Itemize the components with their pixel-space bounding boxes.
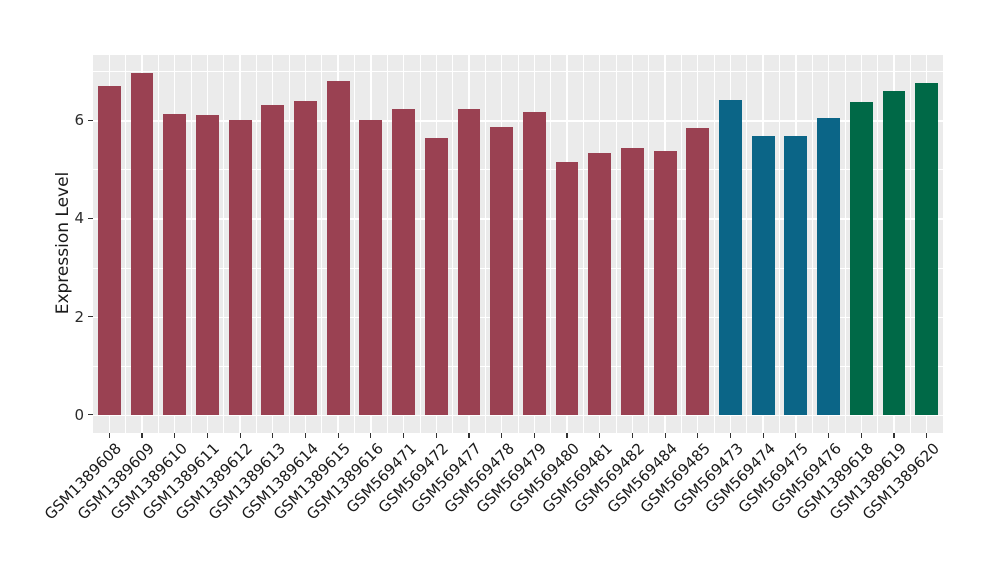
- minor-gridline-x: [321, 55, 323, 433]
- bar-GSM569485: [686, 128, 710, 415]
- y-tick-label: 4: [74, 209, 84, 228]
- x-tick-mark: [174, 433, 176, 438]
- x-tick-mark: [468, 433, 470, 438]
- x-tick-mark: [860, 433, 862, 438]
- bar-GSM569482: [620, 148, 644, 415]
- bar-GSM569477: [457, 109, 481, 415]
- bar-GSM569479: [522, 112, 546, 415]
- x-tick-mark: [827, 433, 830, 438]
- x-tick-mark: [599, 433, 601, 438]
- bar-GSM569476: [817, 118, 840, 415]
- x-tick-mark: [239, 433, 241, 438]
- x-tick-mark: [926, 433, 928, 438]
- minor-gridline-x: [648, 55, 650, 433]
- y-tick-mark: [88, 119, 93, 121]
- minor-gridline-x: [681, 55, 682, 433]
- bar-GSM1389612: [228, 120, 252, 415]
- bar-GSM1389608: [97, 86, 121, 415]
- y-tick-mark: [88, 217, 93, 220]
- minor-gridline-x: [288, 55, 290, 433]
- bar-GSM569473: [719, 99, 742, 415]
- minor-gridline-x: [190, 55, 192, 433]
- bar-GSM1389610: [163, 114, 187, 415]
- minor-gridline-x: [125, 55, 127, 433]
- x-tick-mark: [664, 433, 666, 438]
- x-tick-mark: [370, 433, 372, 438]
- bar-GSM569471: [392, 108, 415, 415]
- bar-GSM1389609: [130, 73, 154, 415]
- x-tick-mark: [893, 433, 895, 438]
- y-tick-label: 0: [74, 405, 84, 424]
- minor-gridline-x: [844, 55, 846, 433]
- x-tick-mark: [795, 433, 797, 438]
- minor-gridline-x: [223, 55, 225, 433]
- bar-GSM569481: [588, 153, 612, 415]
- x-tick-mark: [501, 433, 503, 438]
- x-tick-mark: [206, 433, 208, 438]
- y-tick-mark: [88, 316, 93, 318]
- x-tick-mark: [272, 433, 274, 438]
- y-tick-label: 2: [74, 307, 84, 326]
- bar-GSM1389614: [294, 100, 317, 415]
- bar-GSM1389620: [915, 83, 939, 415]
- x-tick-mark: [533, 433, 535, 438]
- bar-GSM1389618: [849, 102, 873, 415]
- bar-GSM569480: [555, 162, 579, 415]
- minor-gridline-x: [419, 55, 421, 433]
- bar-GSM569484: [653, 150, 677, 415]
- x-tick-mark: [566, 433, 568, 438]
- minor-gridline-x: [354, 55, 355, 433]
- bar-GSM1389615: [326, 80, 350, 415]
- bar-GSM569478: [490, 126, 514, 415]
- bar-GSM1389611: [195, 115, 219, 415]
- x-tick-mark: [337, 433, 339, 438]
- minor-gridline-x: [746, 55, 748, 433]
- minor-gridline-x: [811, 55, 813, 433]
- minor-gridline-x: [158, 55, 159, 433]
- minor-gridline-x: [779, 55, 780, 433]
- x-tick-mark: [435, 433, 437, 438]
- bar-GSM1389619: [882, 91, 906, 415]
- minor-gridline-x: [517, 55, 519, 433]
- minor-gridline-x: [484, 55, 486, 433]
- minor-gridline-x: [615, 55, 617, 433]
- minor-gridline-x: [583, 55, 584, 433]
- x-tick-mark: [762, 433, 764, 438]
- minor-gridline-x: [386, 55, 388, 433]
- minor-gridline-x: [452, 55, 453, 433]
- x-tick-mark: [729, 433, 732, 438]
- bar-GSM569474: [751, 135, 775, 415]
- minor-gridline-x: [256, 55, 257, 433]
- y-axis-title: Expression Level: [53, 171, 73, 315]
- plot-panel: [93, 55, 943, 433]
- minor-gridline-x: [713, 55, 715, 433]
- x-tick-mark: [697, 433, 699, 438]
- y-tick-label: 6: [74, 111, 84, 130]
- x-tick-mark: [304, 433, 307, 438]
- x-tick-mark: [141, 433, 143, 438]
- x-tick-mark: [108, 433, 110, 438]
- bar-GSM569475: [784, 136, 808, 415]
- bar-GSM1389616: [359, 119, 383, 415]
- bar-GSM1389613: [261, 104, 285, 415]
- x-tick-mark: [631, 433, 633, 438]
- minor-gridline-x: [909, 55, 911, 433]
- bar-GSM569472: [424, 138, 448, 415]
- minor-gridline-x: [550, 55, 552, 433]
- x-tick-mark: [402, 433, 405, 438]
- minor-gridline-x: [877, 55, 878, 433]
- y-tick-mark: [88, 414, 93, 416]
